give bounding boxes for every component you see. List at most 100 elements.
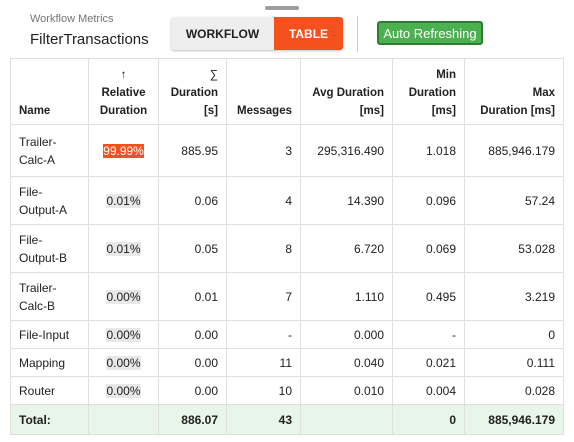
relative-duration-badge: 0.00% <box>106 383 141 398</box>
table-cell: 1.110 <box>300 272 393 321</box>
table-cell: 10 <box>226 376 301 405</box>
cell-text: 11 <box>279 355 292 370</box>
subtitle: Workflow Metrics <box>30 13 114 25</box>
cell-text: File- Output-A <box>19 184 68 217</box>
table-row[interactable]: Trailer- Calc-B 0.00% 0.01 7 1.110 0.495 3.219 <box>10 272 564 321</box>
cell-text: 885,946.179 <box>488 143 555 158</box>
cell-text: Total: <box>19 412 51 427</box>
table-cell: 6.720 <box>300 224 393 273</box>
cell-text: 295,316.490 <box>317 143 384 158</box>
cell-text: 0.00 <box>194 327 218 342</box>
cell-text: 3 <box>285 143 292 158</box>
sort-icon: ↑ <box>120 69 127 81</box>
cell-text: 57.24 <box>524 193 555 208</box>
table-cell: 0.028 <box>464 376 564 405</box>
table-cell: 0.111 <box>464 348 564 377</box>
cell-text: 0.495 <box>425 289 456 304</box>
table-cell: 0.096 <box>392 176 465 225</box>
table-cell: 7 <box>226 272 301 321</box>
table-cell: 0.010 <box>300 376 393 405</box>
relative-duration-badge: 0.01% <box>106 193 141 208</box>
cell-text: 0.021 <box>425 355 456 370</box>
table-row[interactable]: Router 0.00% 0.00 10 0.010 0.004 0.028 <box>10 376 564 405</box>
cell-text: Mapping <box>19 355 66 370</box>
table-row[interactable]: File-Input 0.00% 0.00 - 0.000 - 0 <box>10 320 564 349</box>
workflow-title: FilterTransactions <box>30 31 149 48</box>
relative-duration-badge: 0.00% <box>106 289 141 304</box>
tab[interactable]: TABLE <box>274 17 343 50</box>
cell-text: 3.219 <box>524 289 555 304</box>
cell-text: 0.111 <box>526 355 555 370</box>
column-header[interactable]: Min Duration [ms] <box>392 58 465 125</box>
table-cell: 0.00 <box>158 320 227 349</box>
table-cell: Trailer- Calc-A <box>10 124 89 177</box>
table-cell: - <box>226 320 301 349</box>
cell-text: 4 <box>285 193 292 208</box>
total-cell: 0 <box>392 404 465 435</box>
tab[interactable]: WORKFLOW <box>171 17 274 50</box>
cell-text: 0 <box>449 412 456 427</box>
cell-text: 1.018 <box>425 143 456 158</box>
cell-text: 885,946.179 <box>488 412 555 427</box>
cell-text: File- Output-B <box>19 232 68 265</box>
table-cell: 0.00% <box>88 272 159 321</box>
table-cell: 14.390 <box>300 176 393 225</box>
table-cell: 99.99% <box>88 124 159 177</box>
table-cell: 0.01% <box>88 176 159 225</box>
cell-text: File-Input <box>19 327 70 342</box>
table-cell: 0.01% <box>88 224 159 273</box>
cell-text: 0.010 <box>353 383 384 398</box>
cell-text: 0.00 <box>194 383 218 398</box>
cell-text: 8 <box>285 241 292 256</box>
cell-text: 53.028 <box>518 241 555 256</box>
cell-text: - <box>288 327 292 342</box>
cell-text: 6.720 <box>353 241 384 256</box>
cell-text: 0.040 <box>353 355 384 370</box>
divider <box>357 16 358 52</box>
header-label: Duration [s] <box>170 87 218 117</box>
table-row[interactable]: Trailer- Calc-A 99.99% 885.95 3 295,316.490 1… <box>10 124 564 177</box>
column-header[interactable]: Max Duration [ms] <box>464 58 564 125</box>
cell-text: 0 <box>548 327 555 342</box>
table-cell: 0.00% <box>88 320 159 349</box>
column-header[interactable]: Messages <box>226 58 301 125</box>
header-label: Max Duration [ms] <box>480 87 555 117</box>
total-cell: 885,946.179 <box>464 404 564 435</box>
table-row[interactable]: File- Output-A 0.01% 0.06 4 14.390 0.096 57.24 <box>10 176 564 225</box>
table-row[interactable]: Mapping 0.00% 0.00 11 0.040 0.021 0.111 <box>10 348 564 377</box>
table-cell: 0.069 <box>392 224 465 273</box>
cell-text: 885.95 <box>181 143 218 158</box>
column-header[interactable]: ∑ Duration [s] <box>158 58 227 125</box>
table-cell: 3.219 <box>464 272 564 321</box>
table-cell: Router <box>10 376 89 405</box>
table-cell: 11 <box>226 348 301 377</box>
header-label: Min Duration [ms] <box>408 69 456 117</box>
table-cell: Mapping <box>10 348 89 377</box>
drag-handle[interactable] <box>265 6 299 10</box>
table-cell: 1.018 <box>392 124 465 177</box>
column-header[interactable]: Name <box>10 58 89 125</box>
column-header[interactable]: ↑ Relative Duration <box>88 58 159 125</box>
total-cell: Total: <box>10 404 89 435</box>
table-cell: - <box>392 320 465 349</box>
table-body: Trailer- Calc-A 99.99% 885.95 3 295,316.490 1… <box>10 124 564 435</box>
table-row[interactable]: File- Output-B 0.01% 0.05 8 6.720 0.069 53.028 <box>10 224 564 273</box>
cell-text: Trailer- Calc-B <box>19 280 57 313</box>
refresh-button[interactable]: Auto Refreshing <box>377 21 483 45</box>
relative-duration-badge: 99.99% <box>103 143 144 158</box>
table-cell: 0 <box>464 320 564 349</box>
total-cell: 886.07 <box>158 404 227 435</box>
table-cell: 0.00 <box>158 348 227 377</box>
cell-text: 14.390 <box>347 193 384 208</box>
total-row: Total: 886.07 43 0 885,946.179 <box>10 404 564 435</box>
table-cell: 8 <box>226 224 301 273</box>
sort-icon: ∑ <box>209 69 218 81</box>
cell-text: 0.06 <box>194 193 218 208</box>
column-header[interactable]: Avg Duration [ms] <box>300 58 393 125</box>
cell-text: 886.07 <box>181 412 218 427</box>
table-cell: 0.000 <box>300 320 393 349</box>
table-cell: 885,946.179 <box>464 124 564 177</box>
cell-text: 0.028 <box>524 383 555 398</box>
cell-text: 0.01 <box>194 289 218 304</box>
